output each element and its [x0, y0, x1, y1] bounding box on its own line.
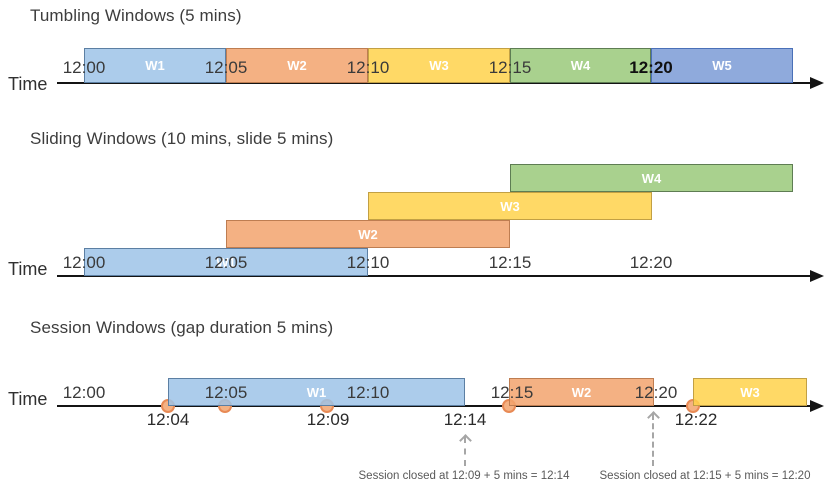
event-time-label: 12:04: [146, 410, 190, 429]
tick-label: 12:00: [62, 383, 106, 402]
window-label: W3: [500, 198, 520, 214]
tumbling-title: Tumbling Windows (5 mins): [30, 6, 242, 25]
arrowhead-icon: [459, 434, 472, 447]
arrowhead-icon: [647, 411, 660, 424]
tumbling-window-w5: W5: [651, 48, 793, 83]
sliding-time-axis-label: Time: [8, 259, 48, 279]
tick-label: 12:05: [204, 253, 248, 272]
event-time-label: 12:09: [306, 410, 350, 429]
tick-label: 12:10: [346, 383, 390, 402]
tick-label: 12:10: [346, 58, 390, 77]
sliding-window-w1: W1: [84, 248, 368, 276]
tumbling-window-w2: W2: [226, 48, 368, 83]
window-label: W5: [712, 58, 732, 73]
tick-label: 12:20: [629, 253, 673, 272]
tick-label: 12:05: [204, 58, 248, 77]
window-label: W3: [740, 384, 760, 400]
window-label: W2: [287, 58, 307, 73]
window-label: W2: [358, 226, 378, 242]
session-time-axis-label: Time: [8, 389, 48, 409]
session-close-annotation: Session closed at 12:09 + 5 mins = 12:14: [358, 470, 570, 482]
window-label: W1: [145, 58, 165, 73]
session-title: Session Windows (gap duration 5 mins): [30, 318, 334, 337]
session-axis-line: [57, 405, 813, 407]
window-label: W4: [570, 58, 591, 73]
tick-label: 12:20: [634, 383, 678, 402]
window-label: W3: [429, 58, 449, 73]
sliding-window-w4: W4: [510, 164, 793, 192]
tick-label: 12:15: [488, 253, 532, 272]
session-close-annotation: Session closed at 12:15 + 5 mins = 12:20: [599, 470, 811, 482]
dashed-up-arrow-icon: [459, 434, 472, 466]
tumbling-window-w4: W4: [510, 48, 651, 83]
sliding-window-w2: W2: [226, 220, 510, 248]
sliding-window-w3: W3: [368, 192, 652, 220]
sliding-title: Sliding Windows (10 mins, slide 5 mins): [30, 129, 334, 148]
tick-label: 12:00: [62, 58, 106, 77]
sliding-axis-arrow-icon: [810, 270, 824, 282]
session-window-w2: W2: [509, 378, 654, 406]
session-window-w3: W3: [693, 378, 807, 406]
window-label: W1: [216, 254, 236, 270]
tumbling-window-w3: W3: [368, 48, 510, 83]
tick-label: 12:15: [490, 383, 534, 402]
event-time-label: 12:14: [443, 410, 487, 429]
tick-label: 12:00: [62, 253, 106, 272]
window-label: W2: [571, 384, 592, 400]
tick-label: 12:15: [488, 58, 532, 77]
tick-label: 12:10: [346, 253, 390, 272]
tumbling-axis-line: [57, 82, 813, 84]
tumbling-axis-arrow-icon: [810, 77, 824, 89]
tumbling-window-w1: W1: [84, 48, 226, 83]
event-time-label: 12:22: [674, 410, 718, 429]
window-label: W1: [306, 384, 327, 400]
tick-label: 12:20: [629, 58, 673, 77]
session-window-w1: W1: [168, 378, 465, 406]
tick-label: 12:05: [204, 383, 248, 402]
session-axis-arrow-icon: [810, 400, 824, 412]
dashed-up-arrow-icon: [647, 411, 660, 466]
sliding-axis-line: [57, 275, 813, 277]
tumbling-time-axis-label: Time: [8, 74, 48, 94]
window-label: W4: [641, 170, 662, 186]
